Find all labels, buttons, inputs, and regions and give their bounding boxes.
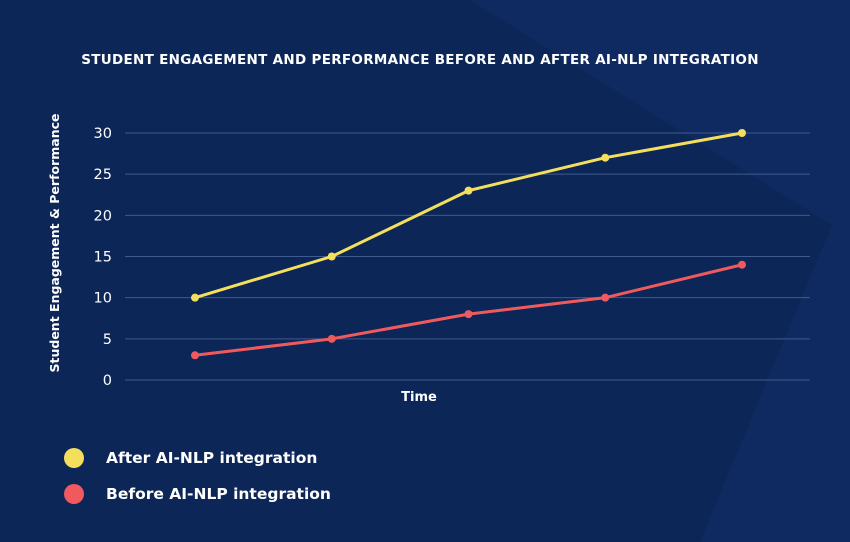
y-tick-label-0: 0 (103, 373, 112, 389)
y-tick-label-20: 20 (94, 208, 112, 224)
data-point-before-4 (601, 293, 610, 302)
data-point-after-3 (464, 186, 473, 195)
y-tick-label-15: 15 (94, 250, 112, 266)
data-point-before-1 (191, 351, 199, 360)
legend-label-before: Before AI-NLP integration (106, 485, 331, 503)
legend-dot-before (64, 484, 84, 504)
y-tick-label-30: 30 (94, 126, 112, 142)
data-point-before-2 (327, 334, 336, 343)
data-point-before-5 (738, 260, 746, 269)
legend-label-after: After AI-NLP integration (106, 449, 318, 467)
data-point-before-3 (464, 310, 473, 319)
chart-title: STUDENT ENGAGEMENT AND PERFORMANCE BEFOR… (81, 52, 759, 68)
legend-dot-after (64, 448, 84, 468)
legend-item-after: After AI-NLP integration (64, 440, 331, 476)
data-point-after-2 (327, 252, 336, 261)
x-axis-label: Time (401, 390, 437, 405)
series-line-before (193, 263, 744, 357)
data-point-after-4 (601, 153, 610, 162)
line-chart: 0 5 10 15 20 25 30 Student Engagement & Perform… (47, 114, 810, 405)
y-tick-label-25: 25 (94, 167, 112, 183)
data-point-after-1 (191, 293, 199, 302)
legend-item-before: Before AI-NLP integration (64, 476, 331, 512)
y-tick-label-10: 10 (94, 291, 112, 307)
data-point-after-5 (738, 129, 746, 137)
chart-legend: After AI-NLP integration Before AI-NLP i… (64, 440, 331, 512)
y-tick-label-5: 5 (103, 332, 112, 348)
y-axis-label: Student Engagement & Performance (47, 114, 62, 373)
